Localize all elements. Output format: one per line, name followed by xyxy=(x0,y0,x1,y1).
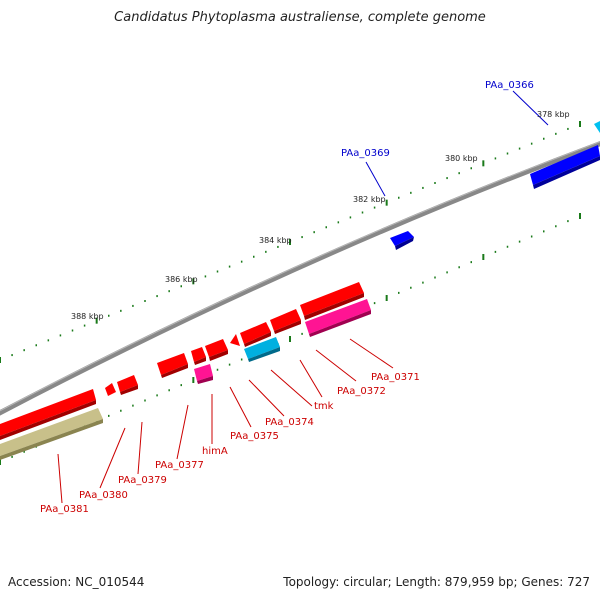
feature-paa-0369[interactable] xyxy=(390,231,414,246)
gene-label-paa-0366[interactable]: PAa_0366 xyxy=(485,80,534,91)
map-title: Candidatus Phytoplasma australiense, com… xyxy=(114,10,486,25)
feature-paa-0372-shade xyxy=(274,320,301,334)
tick-marks xyxy=(0,121,581,465)
label-connectors xyxy=(57,90,549,504)
feature-rna-top[interactable] xyxy=(594,121,600,133)
gene-label-paa-0380[interactable]: PAa_0380 xyxy=(79,490,128,501)
feature-pink-1-shade xyxy=(197,376,213,384)
gene-label-paa-0372[interactable]: PAa_0372 xyxy=(337,386,386,397)
gene-label-paa-0381[interactable]: PAa_0381 xyxy=(40,504,89,515)
feature-paa-0374[interactable] xyxy=(230,334,240,346)
gene-label-paa-0375[interactable]: PAa_0375 xyxy=(230,431,279,442)
scale-label-382: 382 kbp xyxy=(353,195,386,204)
scale-label-384: 384 kbp xyxy=(259,236,292,245)
feature-hima[interactable] xyxy=(191,347,206,362)
genome-backbone xyxy=(0,141,600,416)
feature-paa-0366[interactable] xyxy=(530,145,600,185)
other-features xyxy=(0,299,371,460)
feature-paa-0371[interactable] xyxy=(300,282,364,316)
feature-paa-0377-shade xyxy=(161,364,188,378)
feature-paa-0381-shade xyxy=(0,400,96,440)
scale-label-378: 378 kbp xyxy=(537,110,570,119)
gene-label-tmk[interactable]: tmk xyxy=(314,401,334,412)
scale-label-380: 380 kbp xyxy=(445,154,478,163)
feature-paa-0372[interactable] xyxy=(270,309,301,331)
forward-strand-features xyxy=(0,282,364,440)
feature-tmk[interactable] xyxy=(240,322,271,344)
feature-paa-0379-shade xyxy=(120,385,138,395)
feature-hima-shade xyxy=(194,357,206,365)
feature-pink-1[interactable] xyxy=(194,364,213,381)
gene-label-paa-0369[interactable]: PAa_0369 xyxy=(341,148,390,159)
feature-olive-region[interactable] xyxy=(0,408,103,456)
feature-tmk-shade xyxy=(244,332,271,347)
gene-label-hima[interactable]: himA xyxy=(202,446,228,457)
gene-label-paa-0374[interactable]: PAa_0374 xyxy=(265,417,314,428)
feature-paa-0381[interactable] xyxy=(0,389,96,436)
feature-paa-0380[interactable] xyxy=(105,383,116,396)
genome-summary: Topology: circular; Length: 879,959 bp; … xyxy=(283,575,590,589)
gene-labels: PAa_0366 PAa_0369 PAa_0371 PAa_0372 tmk … xyxy=(40,80,534,515)
feature-pink-2[interactable] xyxy=(305,299,371,334)
scale-label-386: 386 kbp xyxy=(165,275,198,284)
gene-label-paa-0379[interactable]: PAa_0379 xyxy=(118,475,167,486)
accession-label: Accession: NC_010544 xyxy=(8,575,145,589)
feature-pink-2-shade xyxy=(309,310,371,337)
scale-labels: 378 kbp 380 kbp 382 kbp 384 kbp 386 kbp … xyxy=(71,110,570,321)
genome-backbone-highlight xyxy=(0,141,600,412)
feature-paa-0366-shade xyxy=(533,156,600,189)
feature-paa-0375[interactable] xyxy=(205,339,228,357)
feature-olive-region-shade xyxy=(0,419,103,460)
scale-label-388: 388 kbp xyxy=(71,312,104,321)
feature-paa-0375-shade xyxy=(209,350,228,361)
feature-paa-0379[interactable] xyxy=(117,375,138,392)
gene-label-paa-0377[interactable]: PAa_0377 xyxy=(155,460,204,471)
gene-label-paa-0371[interactable]: PAa_0371 xyxy=(371,372,420,383)
feature-paa-0369-shade xyxy=(395,237,414,250)
feature-paa-0371-shade xyxy=(304,293,364,320)
feature-cyan-rna-shade xyxy=(248,347,280,362)
feature-cyan-rna[interactable] xyxy=(244,337,280,359)
feature-paa-0377[interactable] xyxy=(157,353,188,375)
reverse-strand-features xyxy=(390,121,600,250)
